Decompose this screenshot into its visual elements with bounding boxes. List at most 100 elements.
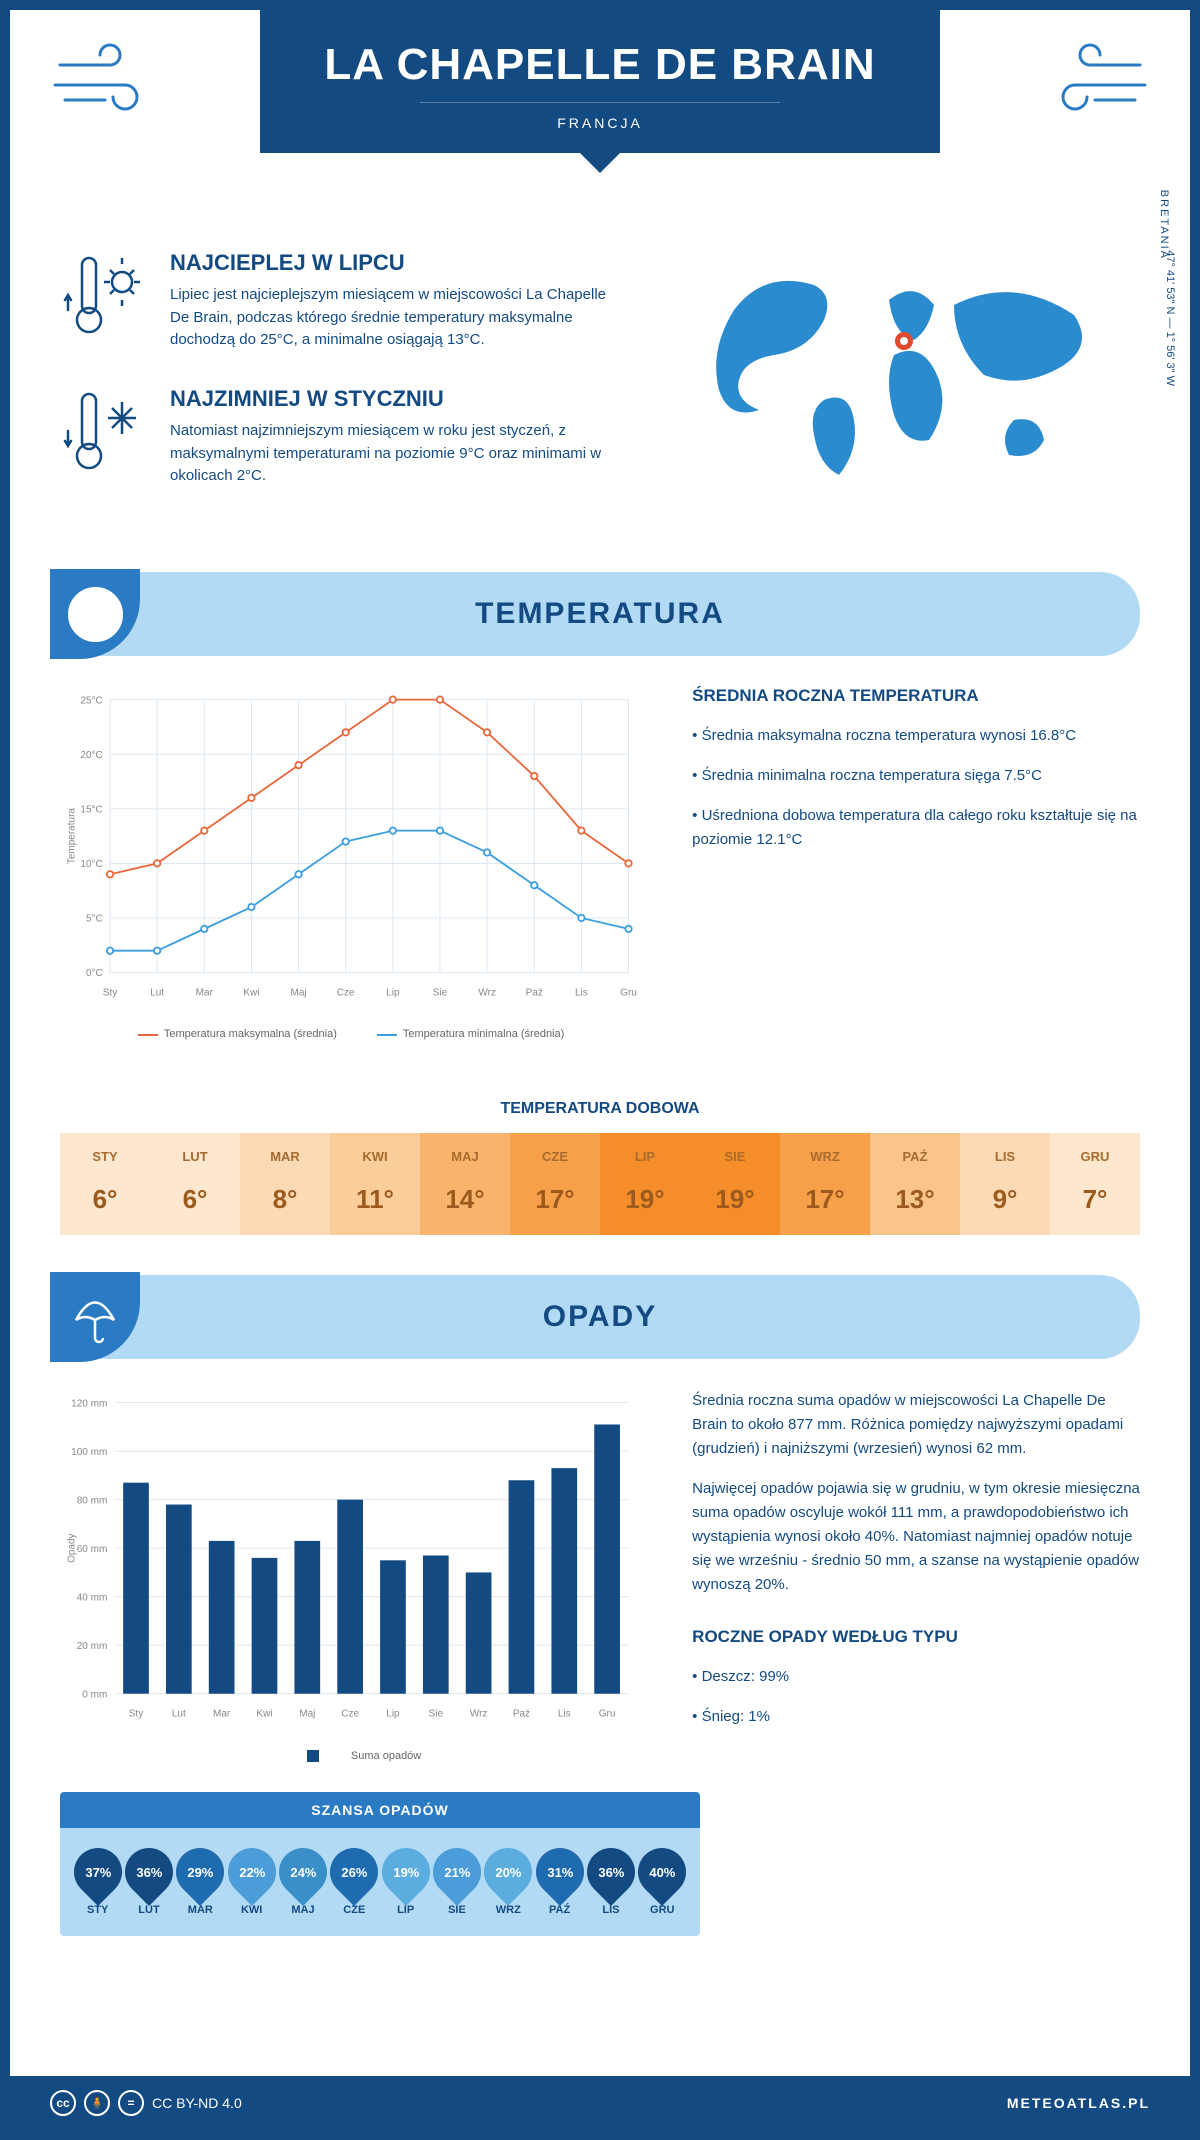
coldest-title: NAJZIMNIEJ W STYCZNIU [170,386,627,412]
svg-text:Wrz: Wrz [478,987,496,998]
cc-icon: cc [50,2090,76,2116]
raindrop-icon: 20% [474,1838,542,1906]
svg-text:Maj: Maj [299,1709,315,1720]
daily-value: 19° [694,1184,776,1215]
svg-text:Sty: Sty [103,987,117,998]
svg-text:Gru: Gru [620,987,637,998]
site-name: METEOATLAS.PL [1007,2095,1150,2111]
svg-text:Lis: Lis [575,987,588,998]
daily-cell: KWI 11° [330,1133,420,1235]
daily-value: 6° [64,1184,146,1215]
drop-month: MAJ [277,1904,328,1916]
thermometer-cold-icon [60,386,150,492]
daily-value: 9° [964,1184,1046,1215]
drop-cell: 19% LIP [380,1848,431,1916]
rain-section-bar: OPADY [60,1275,1140,1359]
daily-value: 14° [424,1184,506,1215]
drop-cell: 26% CZE [329,1848,380,1916]
daily-month: KWI [334,1149,416,1164]
svg-text:Paź: Paź [513,1709,530,1720]
nd-icon: = [118,2090,144,2116]
daily-value: 6° [154,1184,236,1215]
raindrop-icon: 26% [320,1838,388,1906]
svg-text:Mar: Mar [196,987,214,998]
drop-cell: 29% MAR [175,1848,226,1916]
license: cc 🧍 = CC BY-ND 4.0 [50,2090,242,2116]
warmest-text: Lipiec jest najcieplejszym miesiącem w m… [170,284,627,352]
temp-side-text: ŚREDNIA ROCZNA TEMPERATURA • Średnia mak… [692,686,1140,1040]
daily-month: WRZ [784,1149,866,1164]
rain-chance-title: SZANSA OPADÓW [60,1792,700,1828]
raindrop-icon: 31% [526,1838,594,1906]
svg-text:80 mm: 80 mm [77,1496,108,1507]
daily-month: LIS [964,1149,1046,1164]
rain-legend-label: Suma opadów [325,1750,421,1762]
daily-value: 11° [334,1184,416,1215]
intro-text: NAJCIEPLEJ W LIPCU Lipiec jest najcieple… [60,250,627,522]
rain-types-title: ROCZNE OPADY WEDŁUG TYPU [692,1627,1140,1647]
rain-type-1: • Deszcz: 99% [692,1665,1140,1689]
rain-bar-chart: 0 mm20 mm40 mm60 mm80 mm100 mm120 mmOpad… [60,1389,642,1762]
avg-temp-b2: • Średnia minimalna roczna temperatura s… [692,764,1140,788]
svg-text:60 mm: 60 mm [77,1544,108,1555]
daily-cell: CZE 17° [510,1133,600,1235]
daily-value: 17° [784,1184,866,1215]
drop-month: WRZ [483,1904,534,1916]
drop-cell: 20% WRZ [483,1848,534,1916]
rain-section-title: OPADY [100,1300,1100,1334]
daily-month: GRU [1054,1149,1136,1164]
daily-value: 13° [874,1184,956,1215]
svg-text:Kwi: Kwi [243,987,259,998]
svg-text:Wrz: Wrz [470,1709,488,1720]
rain-chance-drops: 37% STY 36% LUT 29% MAR 22% KWI 24% MAJ … [60,1828,700,1936]
raindrop-icon: 19% [372,1838,440,1906]
svg-text:Kwi: Kwi [256,1709,272,1720]
daily-cell: WRZ 17° [780,1133,870,1235]
legend-max: Temperatura maksymalna (średnia) [138,1028,337,1040]
svg-text:0 mm: 0 mm [82,1690,107,1701]
daily-cell: MAR 8° [240,1133,330,1235]
drop-cell: 22% KWI [226,1848,277,1916]
drop-month: LUT [123,1904,174,1916]
wind-icon [50,40,160,136]
daily-month: STY [64,1149,146,1164]
svg-text:Cze: Cze [341,1709,359,1720]
rain-side-text: Średnia roczna suma opadów w miejscowośc… [692,1389,1140,1762]
svg-text:20°C: 20°C [80,750,102,761]
svg-text:120 mm: 120 mm [71,1399,107,1410]
thermometer-hot-icon [60,250,150,356]
map-marker [895,332,913,350]
raindrop-icon: 22% [218,1838,286,1906]
raindrop-icon: 21% [423,1838,491,1906]
drop-month: CZE [329,1904,380,1916]
intro-section: NAJCIEPLEJ W LIPCU Lipiec jest najcieple… [10,220,1190,562]
svg-text:40 mm: 40 mm [77,1593,108,1604]
svg-text:Lis: Lis [558,1709,571,1720]
drop-month: MAR [175,1904,226,1916]
svg-text:Maj: Maj [291,987,307,998]
svg-text:25°C: 25°C [80,695,102,706]
daily-cell: GRU 7° [1050,1133,1140,1235]
raindrop-icon: 36% [577,1838,645,1906]
svg-text:5°C: 5°C [86,914,103,925]
sun-icon [50,569,140,659]
svg-text:15°C: 15°C [80,804,102,815]
avg-temp-title: ŚREDNIA ROCZNA TEMPERATURA [692,686,1140,706]
drop-cell: 36% LUT [123,1848,174,1916]
svg-text:Lip: Lip [386,987,400,998]
svg-text:Lip: Lip [386,1709,400,1720]
coldest-text: Natomiast najzimniejszym miesiącem w rok… [170,420,627,488]
world-map [694,250,1114,490]
svg-text:Opady: Opady [67,1534,78,1563]
drop-cell: 36% LIS [585,1848,636,1916]
daily-month: SIE [694,1149,776,1164]
rain-p2: Najwięcej opadów pojawia się w grudniu, … [692,1477,1140,1597]
header: LA CHAPELLE DE BRAIN FRANCJA [10,10,1190,220]
daily-month: LIP [604,1149,686,1164]
daily-value: 17° [514,1184,596,1215]
drop-cell: 24% MAJ [277,1848,328,1916]
svg-text:Mar: Mar [213,1709,231,1720]
svg-text:Temperatura: Temperatura [67,808,78,865]
svg-text:0°C: 0°C [86,968,103,979]
daily-value: 7° [1054,1184,1136,1215]
